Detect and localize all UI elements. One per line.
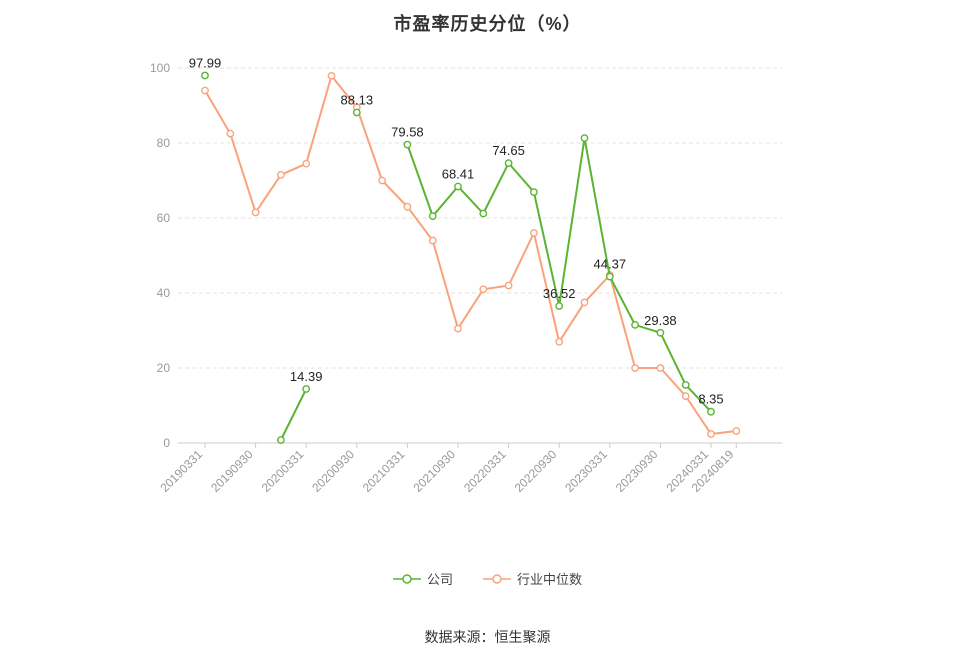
data-label: 68.41 [442, 167, 475, 182]
company-line-marker-icon [392, 573, 421, 584]
legend-label-industry-median: 行业中位数 [517, 572, 583, 587]
y-axis-label: 40 [157, 286, 171, 300]
series-line-company [280, 137, 712, 441]
data-point-company [580, 134, 589, 143]
data-label: 29.38 [644, 313, 677, 328]
data-point-company [707, 407, 715, 416]
legend: 公司 行业中位数 [0, 569, 975, 588]
data-point-industry-median [479, 285, 488, 294]
data-point-industry-median [707, 430, 715, 438]
data-point-company [656, 328, 665, 337]
x-axis-label: 20230331 [562, 447, 610, 495]
data-point-industry-median [656, 364, 665, 372]
data-point-company [631, 320, 639, 329]
x-axis-label: 20230930 [613, 447, 661, 495]
data-point-industry-median [327, 72, 336, 80]
data-point-industry-median [428, 236, 437, 245]
data-point-company [504, 159, 513, 168]
data-point-company [555, 302, 564, 310]
data-label: 44.37 [594, 257, 627, 272]
data-point-company [428, 212, 437, 221]
data-label: 88.13 [341, 93, 374, 108]
data-point-company [201, 71, 209, 80]
series-line-industry-median [204, 73, 737, 436]
data-label: 79.58 [391, 125, 424, 140]
x-axis-label: 20210331 [360, 447, 408, 495]
data-point-industry-median [201, 86, 209, 95]
data-point-industry-median [302, 159, 311, 168]
data-label: 14.39 [290, 369, 323, 384]
data-point-company [605, 272, 614, 281]
data-point-industry-median [276, 170, 285, 179]
y-axis-label: 20 [157, 361, 171, 375]
data-point-industry-median [454, 324, 462, 333]
y-axis-label: 60 [157, 211, 171, 225]
data-point-industry-median [504, 281, 513, 290]
data-point-industry-median [403, 202, 412, 211]
data-point-company [530, 188, 538, 197]
x-axis-label: 20190331 [157, 447, 205, 495]
x-axis-label: 20220331 [461, 447, 509, 495]
x-axis-label: 20210930 [410, 447, 458, 495]
legend-item-company[interactable]: 公司 [392, 569, 453, 588]
chart-title: 市盈率历史分位（%） [393, 14, 582, 34]
data-point-company [681, 380, 690, 389]
data-point-company [454, 182, 462, 191]
legend-label-company: 公司 [426, 572, 453, 587]
data-point-company [352, 108, 361, 117]
data-label: 97.99 [189, 56, 222, 71]
y-axis-label: 0 [163, 436, 170, 450]
data-point-industry-median [378, 176, 386, 185]
data-point-industry-median [530, 229, 538, 237]
pe-percentile-line-chart: 0 20 40 60 80 100 20190331 20190930 20200331 2020… [150, 56, 782, 495]
x-axis-label: 20200930 [309, 447, 357, 495]
data-point-industry-median [631, 364, 639, 372]
data-label: 36.52 [543, 286, 576, 301]
data-label: 74.65 [492, 143, 525, 158]
legend-item-industry-median[interactable]: 行业中位数 [483, 569, 582, 588]
data-point-industry-median [251, 208, 260, 217]
x-axis-label: 20190930 [208, 447, 256, 495]
x-axis-label: 20220930 [512, 447, 560, 495]
data-label: 8.35 [698, 392, 723, 407]
industry-median-line-marker-icon [483, 573, 511, 584]
data-point-industry-median [580, 298, 589, 307]
y-axis-label: 100 [150, 61, 170, 75]
data-point-industry-median [732, 427, 741, 435]
data-point-company [276, 436, 285, 444]
data-point-company [302, 385, 311, 393]
data-point-company [479, 209, 488, 218]
data-point-industry-median [555, 337, 564, 346]
data-source-note: 数据来源：恒生聚源 [424, 629, 551, 645]
data-point-company [403, 140, 412, 149]
data-point-industry-median [681, 392, 690, 400]
data-point-industry-median [226, 129, 235, 138]
y-axis-label: 80 [157, 136, 171, 150]
x-axis-label: 20200331 [259, 447, 307, 495]
